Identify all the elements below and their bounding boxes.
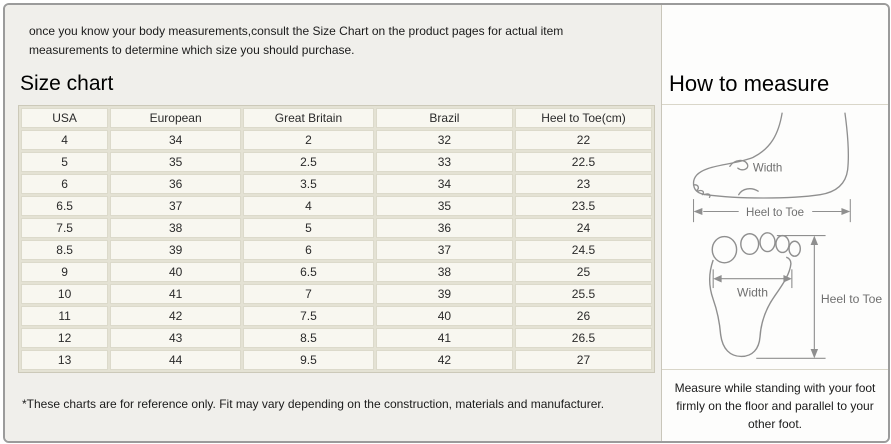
table-cell: 26 — [514, 306, 652, 327]
table-cell: 37 — [110, 196, 242, 217]
table-cell: 5 — [21, 152, 109, 173]
column-header-usa: USA — [21, 108, 109, 129]
table-row: 10 41 7 39 25.5 — [21, 284, 652, 305]
table-row: 6.5 37 4 35 23.5 — [21, 196, 652, 217]
table-cell: 40 — [110, 262, 242, 283]
table-cell: 2.5 — [243, 152, 374, 173]
table-row: 6 36 3.5 34 23 — [21, 174, 652, 195]
table-cell: 38 — [110, 218, 242, 239]
table-cell: 12 — [21, 328, 109, 349]
table-cell: 25 — [514, 262, 652, 283]
table-cell: 36 — [110, 174, 242, 195]
table-row: 8.5 39 6 37 24.5 — [21, 240, 652, 261]
table-header-row: USA European Great Britain Brazil Heel t… — [21, 108, 652, 129]
table-cell: 24 — [514, 218, 652, 239]
sole-view-width-label: Width — [737, 286, 768, 300]
table-cell: 38 — [375, 262, 513, 283]
table-cell: 7 — [243, 284, 374, 305]
table-cell: 8.5 — [21, 240, 109, 261]
table-cell: 33 — [375, 152, 513, 173]
size-chart-section: once you know your body measurements,con… — [5, 5, 662, 441]
size-guide-panel: once you know your body measurements,con… — [3, 3, 890, 443]
foot-sole-view-drawing: Width Heel to Toe — [708, 232, 883, 360]
column-header-heel-to-toe: Heel to Toe(cm) — [514, 108, 652, 129]
table-cell: 4 — [21, 130, 109, 151]
table-cell: 23.5 — [514, 196, 652, 217]
table-cell: 32 — [375, 130, 513, 151]
size-table-body: 4 34 2 32 22 5 35 2.5 33 22.5 6 36 3.5 34 23 6.5 37 4 35 23… — [21, 130, 652, 371]
side-view-heel-to-toe-label: Heel to Toe — [746, 207, 804, 219]
table-cell: 23 — [514, 174, 652, 195]
foot-side-view-diagram: Width Heel to Toe — [682, 111, 868, 227]
table-cell: 4 — [243, 196, 374, 217]
sole-view-heel-to-toe-label: Heel to Toe — [821, 292, 883, 306]
table-cell: 42 — [375, 350, 513, 371]
how-to-measure-header: How to measure — [662, 5, 888, 105]
table-row: 7.5 38 5 36 24 — [21, 218, 652, 239]
table-cell: 37 — [375, 240, 513, 261]
table-cell: 6.5 — [21, 196, 109, 217]
table-cell: 3.5 — [243, 174, 374, 195]
table-cell: 10 — [21, 284, 109, 305]
table-row: 4 34 2 32 22 — [21, 130, 652, 151]
table-cell: 6 — [243, 240, 374, 261]
intro-text: once you know your body measurements,con… — [29, 24, 564, 57]
table-cell: 2 — [243, 130, 374, 151]
column-header-european: European — [110, 108, 242, 129]
how-to-measure-section: How to measure Width — [662, 5, 888, 441]
table-cell: 39 — [375, 284, 513, 305]
size-chart-title: Size chart — [20, 72, 114, 96]
table-cell: 40 — [375, 306, 513, 327]
table-cell: 9.5 — [243, 350, 374, 371]
foot-sole-view-diagram: Width Heel to Toe — [666, 230, 884, 363]
footnote-text: *These charts are for reference only. Fi… — [22, 397, 605, 412]
table-cell: 43 — [110, 328, 242, 349]
column-header-great-britain: Great Britain — [243, 108, 374, 129]
table-row: 5 35 2.5 33 22.5 — [21, 152, 652, 173]
table-row: 13 44 9.5 42 27 — [21, 350, 652, 371]
table-cell: 22.5 — [514, 152, 652, 173]
size-table: USA European Great Britain Brazil Heel t… — [18, 105, 655, 374]
table-row: 11 42 7.5 40 26 — [21, 306, 652, 327]
table-row: 9 40 6.5 38 25 — [21, 262, 652, 283]
table-cell: 6.5 — [243, 262, 374, 283]
table-cell: 11 — [21, 306, 109, 327]
table-cell: 6 — [21, 174, 109, 195]
column-header-brazil: Brazil — [375, 108, 513, 129]
table-cell: 25.5 — [514, 284, 652, 305]
table-cell: 36 — [375, 218, 513, 239]
measurement-diagrams: Width Heel to Toe — [662, 105, 888, 370]
table-cell: 34 — [110, 130, 242, 151]
table-cell: 42 — [110, 306, 242, 327]
table-cell: 22 — [514, 130, 652, 151]
foot-side-view-drawing: Width Heel to Toe — [692, 112, 851, 222]
table-cell: 35 — [110, 152, 242, 173]
table-cell: 7.5 — [21, 218, 109, 239]
table-cell: 9 — [21, 262, 109, 283]
table-cell: 7.5 — [243, 306, 374, 327]
measure-caption: Measure while standing with your foot fi… — [674, 380, 876, 431]
table-cell: 26.5 — [514, 328, 652, 349]
side-view-width-label: Width — [753, 162, 782, 174]
table-cell: 35 — [375, 196, 513, 217]
table-row: 12 43 8.5 41 26.5 — [21, 328, 652, 349]
table-cell: 44 — [110, 350, 242, 371]
table-cell: 24.5 — [514, 240, 652, 261]
table-cell: 27 — [514, 350, 652, 371]
table-cell: 41 — [110, 284, 242, 305]
table-cell: 34 — [375, 174, 513, 195]
table-cell: 8.5 — [243, 328, 374, 349]
table-cell: 39 — [110, 240, 242, 261]
table-cell: 41 — [375, 328, 513, 349]
table-cell: 5 — [243, 218, 374, 239]
table-cell: 13 — [21, 350, 109, 371]
how-to-measure-title: How to measure — [669, 71, 830, 96]
